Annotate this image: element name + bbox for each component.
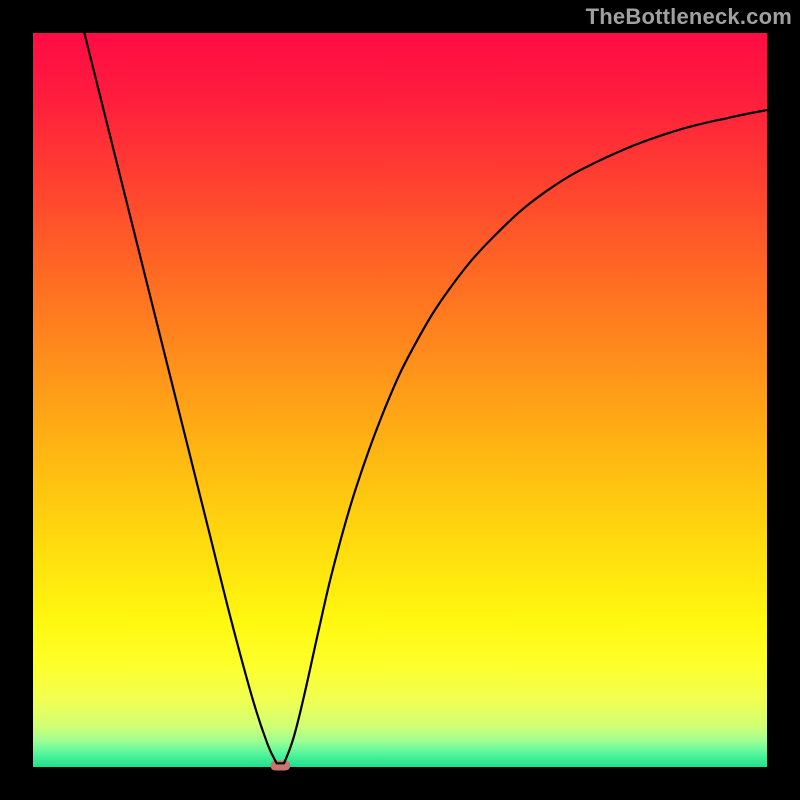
bottleneck-chart bbox=[0, 0, 800, 800]
stage: TheBottleneck.com bbox=[0, 0, 800, 800]
plot-area bbox=[33, 33, 767, 767]
watermark-label: TheBottleneck.com bbox=[586, 4, 792, 30]
vertex-marker bbox=[270, 761, 290, 771]
